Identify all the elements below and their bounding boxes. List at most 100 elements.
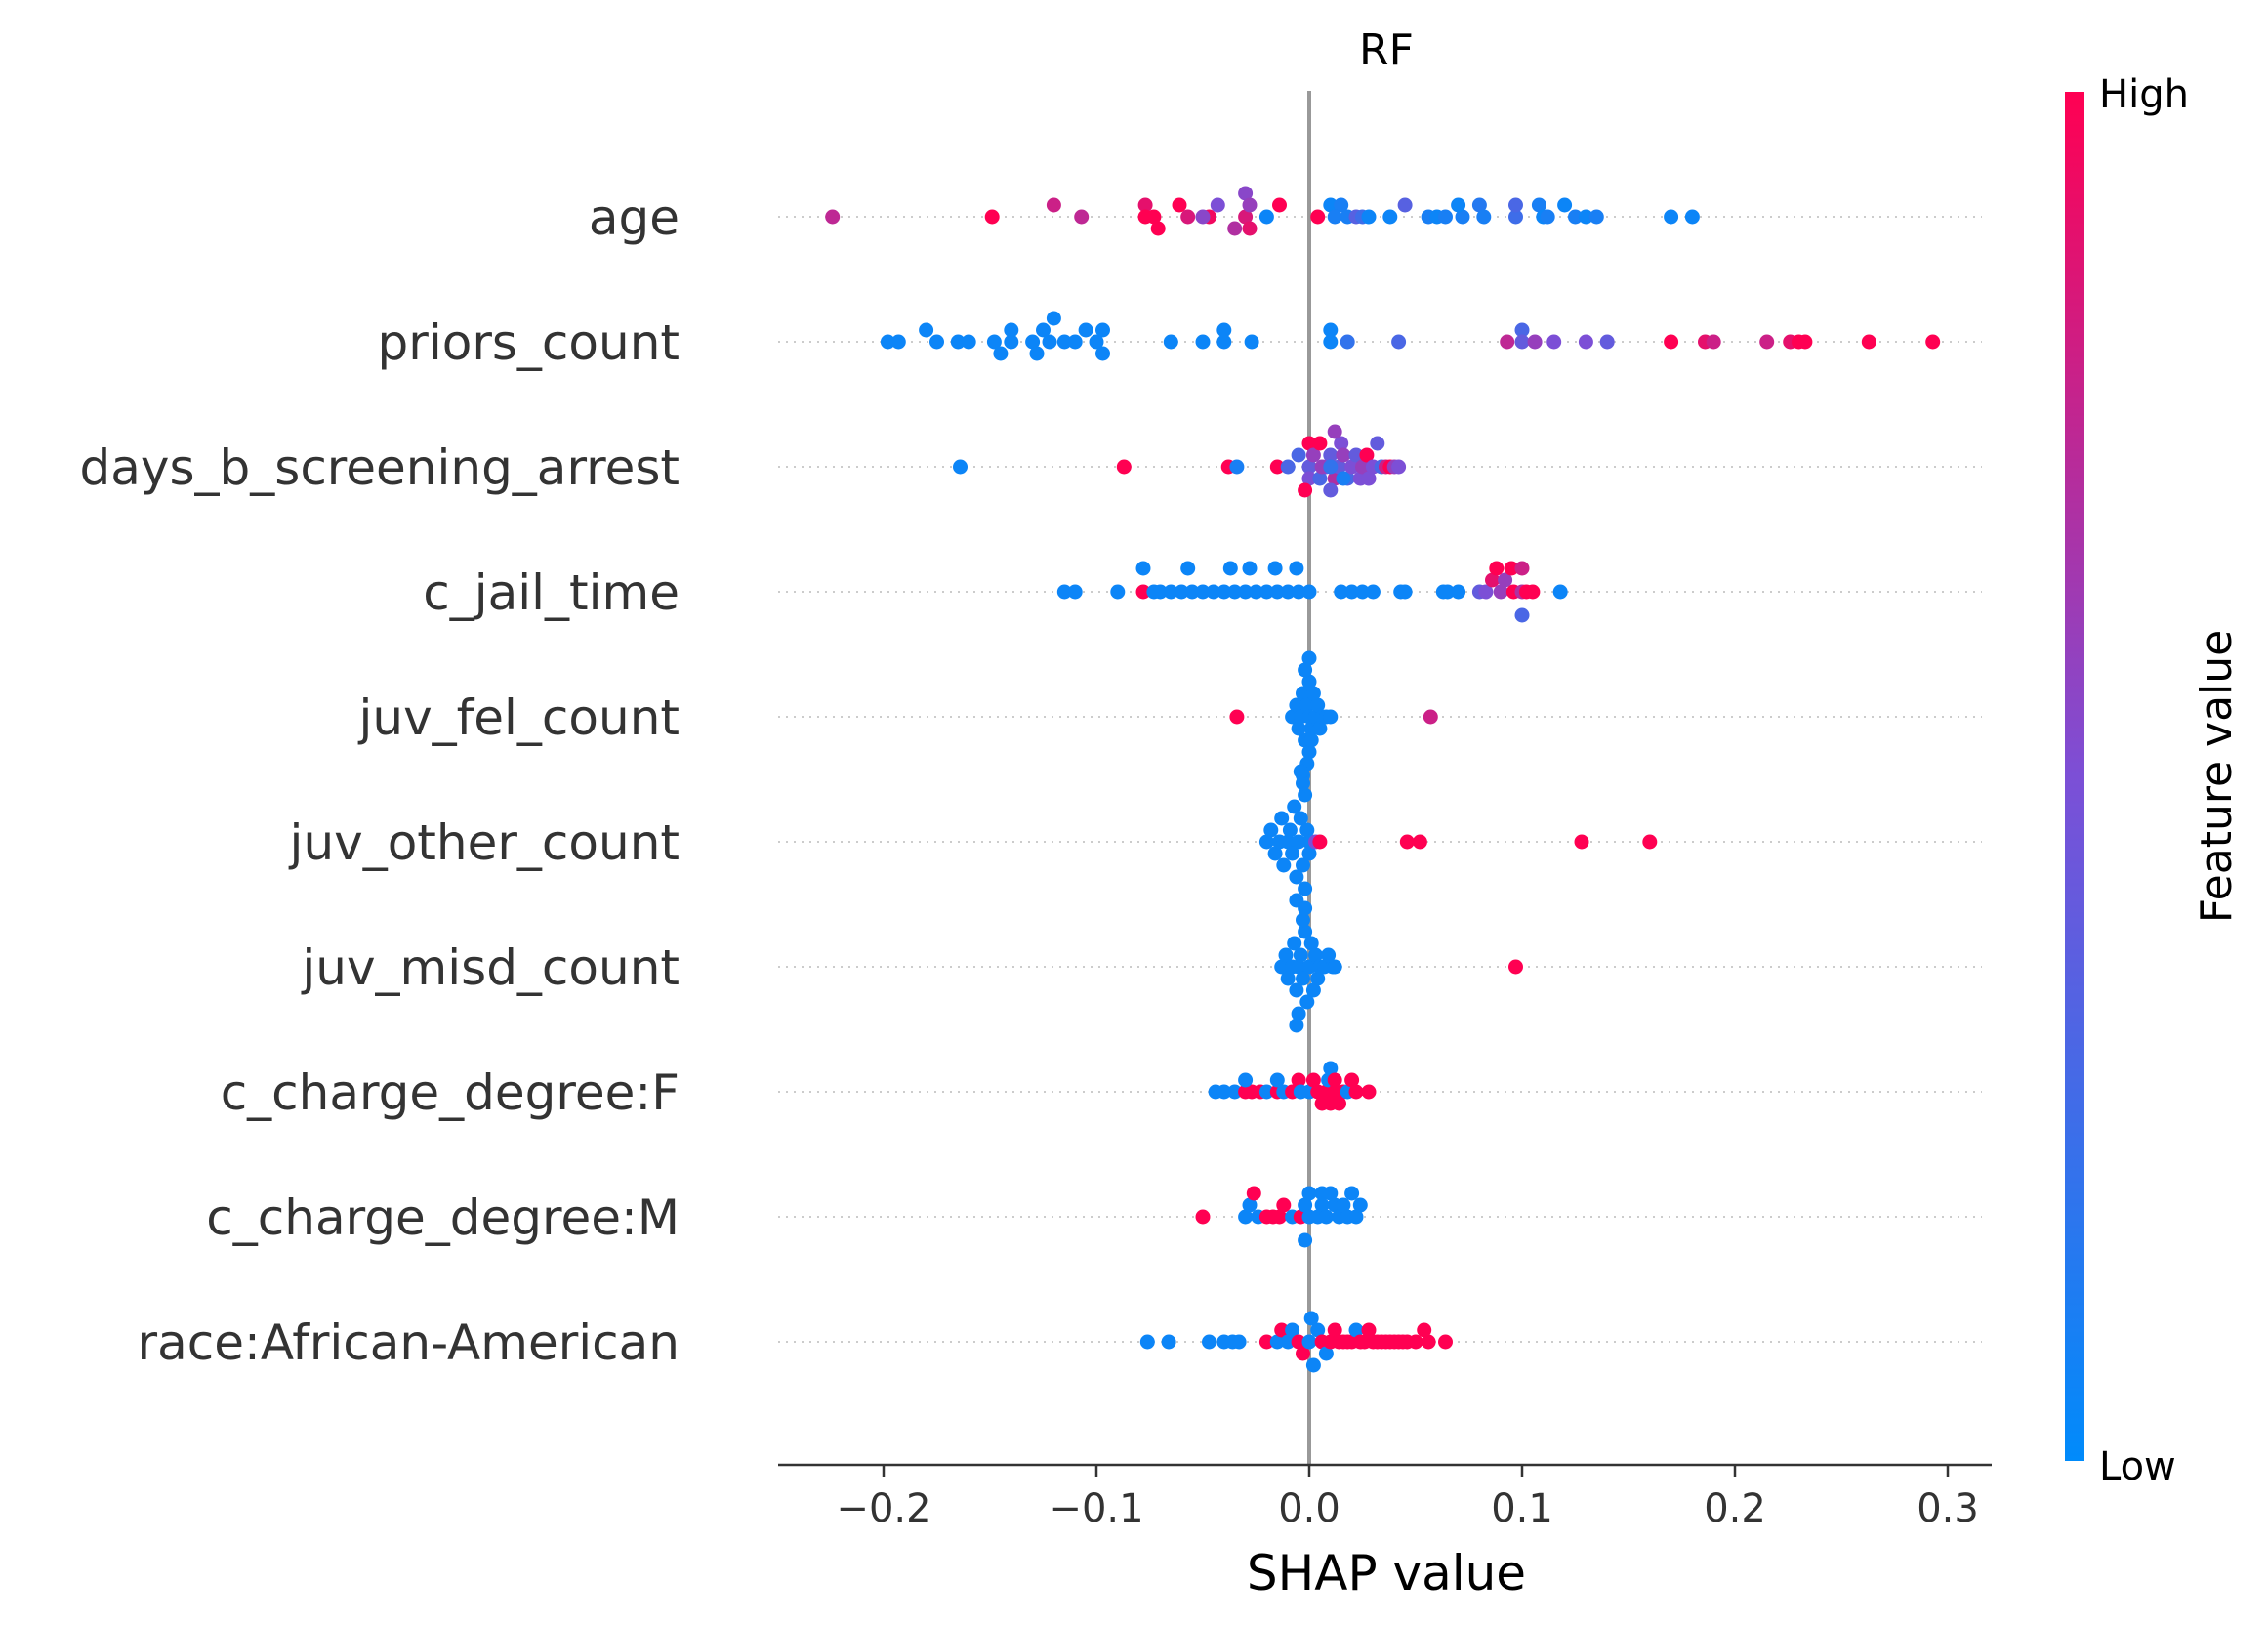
shap-point: [1258, 209, 1274, 225]
shap-point: [1293, 947, 1308, 963]
shap-point: [1095, 322, 1110, 338]
shap-point: [1056, 584, 1072, 600]
shap-point: [1274, 959, 1290, 975]
shap-point: [1361, 1084, 1377, 1100]
shap-point: [1222, 561, 1238, 576]
shap-point: [1280, 834, 1296, 850]
shap-point: [1303, 732, 1319, 748]
shap-point: [1301, 436, 1317, 451]
shap-point: [1574, 834, 1589, 850]
shap-point: [1305, 447, 1321, 463]
shap-point: [1348, 447, 1364, 463]
shap-point: [1152, 584, 1168, 600]
shap-point: [1303, 1311, 1319, 1326]
shap-point: [1348, 1322, 1364, 1338]
shap-point: [1298, 924, 1313, 939]
shap-point: [1305, 1357, 1321, 1373]
shap-point: [1135, 584, 1151, 600]
shap-point: [1438, 1334, 1453, 1350]
shap-point: [1195, 584, 1211, 600]
shap-point: [1301, 674, 1317, 689]
shap-point: [1514, 334, 1530, 350]
shap-point: [1348, 1084, 1364, 1100]
shap-point: [1276, 1197, 1292, 1213]
shap-point: [1327, 1072, 1342, 1088]
shap-point: [1303, 936, 1319, 951]
shap-points: [825, 186, 1941, 1373]
chart-title: RF: [1359, 25, 1414, 75]
shap-point: [1004, 334, 1019, 350]
shap-point: [1485, 572, 1500, 588]
shap-point: [1557, 197, 1573, 213]
shap-point: [1489, 561, 1505, 576]
shap-point: [1332, 1096, 1346, 1111]
shap-point: [1267, 561, 1283, 576]
shap-point: [1361, 1322, 1377, 1338]
shap-point: [1246, 1186, 1261, 1201]
shap-point: [1327, 1322, 1342, 1338]
shap-point: [1310, 697, 1326, 713]
x-axis-ticks: −0.2 −0.1 0.0 0.1 0.2 0.3: [836, 1465, 1979, 1531]
shap-point: [1514, 607, 1530, 623]
shap-point: [1664, 334, 1679, 350]
shap-point: [1508, 197, 1523, 213]
feature-label: age: [589, 189, 680, 246]
shap-point: [1318, 1346, 1334, 1361]
shap-point: [1500, 334, 1515, 350]
shap-point: [1161, 1334, 1176, 1350]
feature-label: c_jail_time: [423, 564, 680, 621]
shap-point: [880, 334, 895, 350]
shap-point: [1310, 209, 1326, 225]
feature-label: juv_other_count: [289, 814, 680, 871]
shap-point: [984, 209, 1000, 225]
shap-point: [1289, 982, 1304, 998]
shap-point: [1296, 912, 1310, 928]
shap-point: [1291, 447, 1306, 463]
shap-point: [1036, 322, 1051, 338]
shap-point: [1278, 947, 1294, 963]
shap-point: [1238, 186, 1254, 201]
shap-point: [1365, 584, 1381, 600]
shap-point: [1139, 1334, 1155, 1350]
shap-point: [1340, 334, 1355, 350]
shap-point: [1195, 1209, 1211, 1225]
shap-point: [993, 346, 1009, 361]
shap-point: [1174, 584, 1189, 600]
shap-point: [1323, 334, 1339, 350]
shap-point: [1323, 459, 1339, 475]
shap-point: [1336, 447, 1351, 463]
shap-point: [1269, 1334, 1285, 1350]
shap-point: [1298, 482, 1313, 498]
shap-point: [1355, 459, 1370, 475]
shap-point: [1274, 1322, 1290, 1338]
shap-point: [1289, 1018, 1304, 1033]
shap-point: [1298, 662, 1313, 678]
shap-point: [1242, 561, 1258, 576]
shap-point: [1285, 846, 1300, 861]
shap-point: [1298, 900, 1313, 916]
shap-point: [1078, 322, 1093, 338]
shap-point: [1299, 994, 1315, 1010]
shap-point: [1298, 1232, 1313, 1248]
shap-point: [1263, 822, 1279, 838]
shap-point: [1305, 1072, 1321, 1088]
shap-point: [1925, 334, 1941, 350]
shap-point: [1323, 447, 1339, 463]
shap-point: [1514, 322, 1530, 338]
shap-point: [1318, 1209, 1334, 1225]
shap-point: [1334, 584, 1349, 600]
x-tick-label: −0.1: [1049, 1486, 1143, 1531]
shap-point: [1274, 811, 1290, 826]
shap-point: [1298, 881, 1313, 896]
shap-point: [1289, 697, 1304, 713]
shap-point: [1242, 1197, 1258, 1213]
shap-point: [1301, 744, 1317, 760]
shap-point: [1095, 346, 1110, 361]
colorbar-low-label: Low: [2099, 1444, 2176, 1489]
shap-point: [1298, 1197, 1313, 1213]
shap-point: [1298, 787, 1313, 803]
shap-point: [1525, 584, 1541, 600]
shap-point: [1327, 959, 1342, 975]
shap-point: [1312, 436, 1328, 451]
